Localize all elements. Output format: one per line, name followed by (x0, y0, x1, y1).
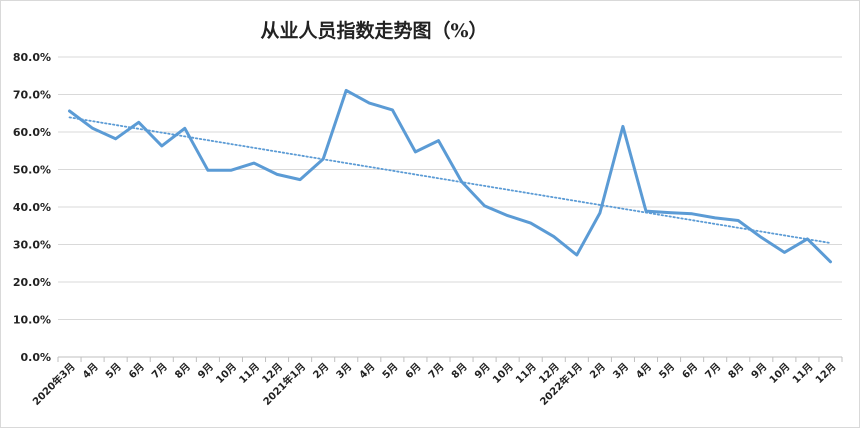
x-tick-label: 4月 (80, 361, 100, 381)
x-tick-label: 8月 (172, 361, 192, 381)
series-line (68, 88, 832, 264)
x-tick-label: 2020年3月 (30, 360, 78, 408)
x-tick-label: 4月 (357, 361, 377, 381)
x-tick-label: 7月 (149, 361, 169, 381)
x-axis (57, 356, 843, 362)
x-tick-label: 10月 (767, 361, 792, 386)
x-tick-label: 7月 (426, 361, 446, 381)
x-tick-label: 11月 (237, 361, 262, 386)
x-tick-label: 5月 (103, 361, 123, 381)
trendline-path (68, 116, 832, 244)
x-tick-label: 9月 (472, 361, 492, 381)
x-tick-label: 11月 (790, 361, 815, 386)
y-tick-label: 80.0% (13, 51, 51, 64)
x-tick-label: 10月 (490, 361, 515, 386)
x-tick-label: 2月 (311, 361, 331, 381)
x-tick-label: 2月 (588, 361, 608, 381)
x-tick-label: 8月 (726, 361, 746, 381)
x-tick-label: 8月 (449, 361, 469, 381)
y-tick-label: 50.0% (13, 164, 51, 177)
trendline (68, 116, 832, 244)
x-tick-label: 11月 (513, 361, 538, 386)
x-tick-label: 6月 (126, 361, 146, 381)
x-tick-label: 6月 (403, 361, 423, 381)
x-tick-label: 9月 (749, 361, 769, 381)
y-tick-label: 10.0% (13, 314, 51, 327)
y-tick-label: 60.0% (13, 126, 51, 139)
x-tick-label: 3月 (611, 361, 631, 381)
x-tick-label: 6月 (680, 361, 700, 381)
chart-title: 从业人员指数走势图（%） (260, 20, 488, 42)
y-tick-label: 0.0% (20, 351, 51, 364)
x-tick-label: 5月 (380, 361, 400, 381)
x-tick-label: 3月 (334, 361, 354, 381)
gridlines (58, 56, 842, 358)
y-tick-label: 70.0% (13, 89, 51, 102)
x-tick-label: 5月 (657, 361, 677, 381)
x-tick-label: 7月 (703, 361, 723, 381)
y-tick-label: 30.0% (13, 239, 51, 252)
y-tick-label: 40.0% (13, 201, 51, 214)
y-tick-label: 20.0% (13, 276, 51, 289)
series-group (68, 88, 832, 264)
x-tick-label: 9月 (196, 361, 216, 381)
x-tick-label: 12月 (813, 361, 838, 386)
x-tick-label: 10月 (214, 361, 239, 386)
y-axis-ticks: 0.0% 10.0% 20.0% 30.0% 40.0% 50.0% 60.0% 70.0% 8… (13, 51, 51, 364)
x-tick-label: 4月 (634, 361, 654, 381)
